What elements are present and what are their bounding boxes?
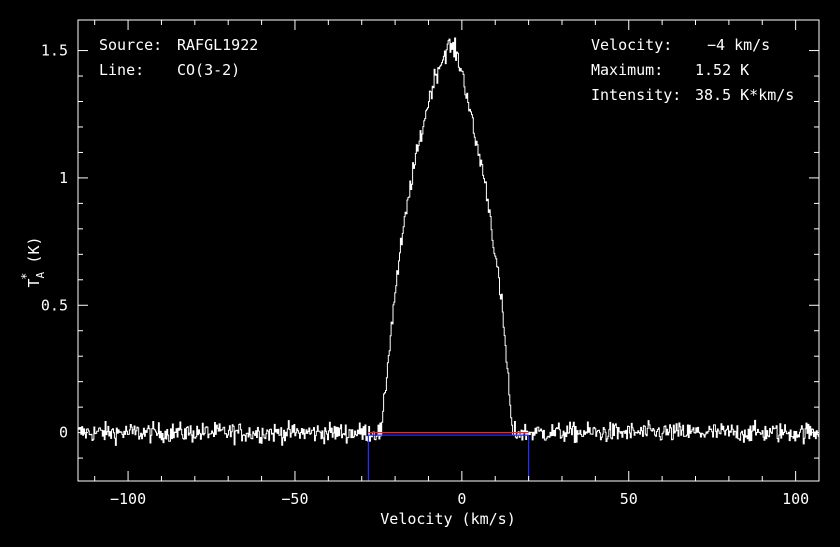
svg-text:TA* (K): TA* (K) [19,236,47,287]
source-label: Source: [99,36,163,54]
x-tick-label: 50 [620,490,638,508]
line-value: CO(3-2) [177,61,241,79]
line-label: Line: [99,61,145,79]
x-tick-label: −100 [110,490,146,508]
maximum-value: 1.52 K [695,61,750,79]
y-tick-label: 0.5 [41,296,68,314]
spectrum-layer [78,37,819,446]
y-tick-label: 0 [59,424,68,442]
intensity-value: 38.5 K*km/s [695,86,795,104]
plot-frame [77,19,820,482]
source-value: RAFGL1922 [177,36,259,54]
overlay-layer [367,431,530,481]
x-tick-label: 0 [457,490,466,508]
velocity-label: Velocity: [591,36,673,54]
x-tick-label: 100 [782,490,809,508]
y-tick-label: 1.5 [41,42,68,60]
y-axis-label: TA* (K) [19,236,47,287]
velocity-value: −4 km/s [707,36,771,54]
maximum-label: Maximum: [591,61,664,79]
y-tick-label: 1 [59,169,68,187]
x-axis-label: Velocity (km/s) [380,510,515,528]
spectrum-line [78,37,819,446]
x-tick-label: −50 [281,490,308,508]
intensity-label: Intensity: [591,86,682,104]
ticks-layer: −100 −50 0 50 100 0 0.5 1 1.5 [41,20,819,508]
